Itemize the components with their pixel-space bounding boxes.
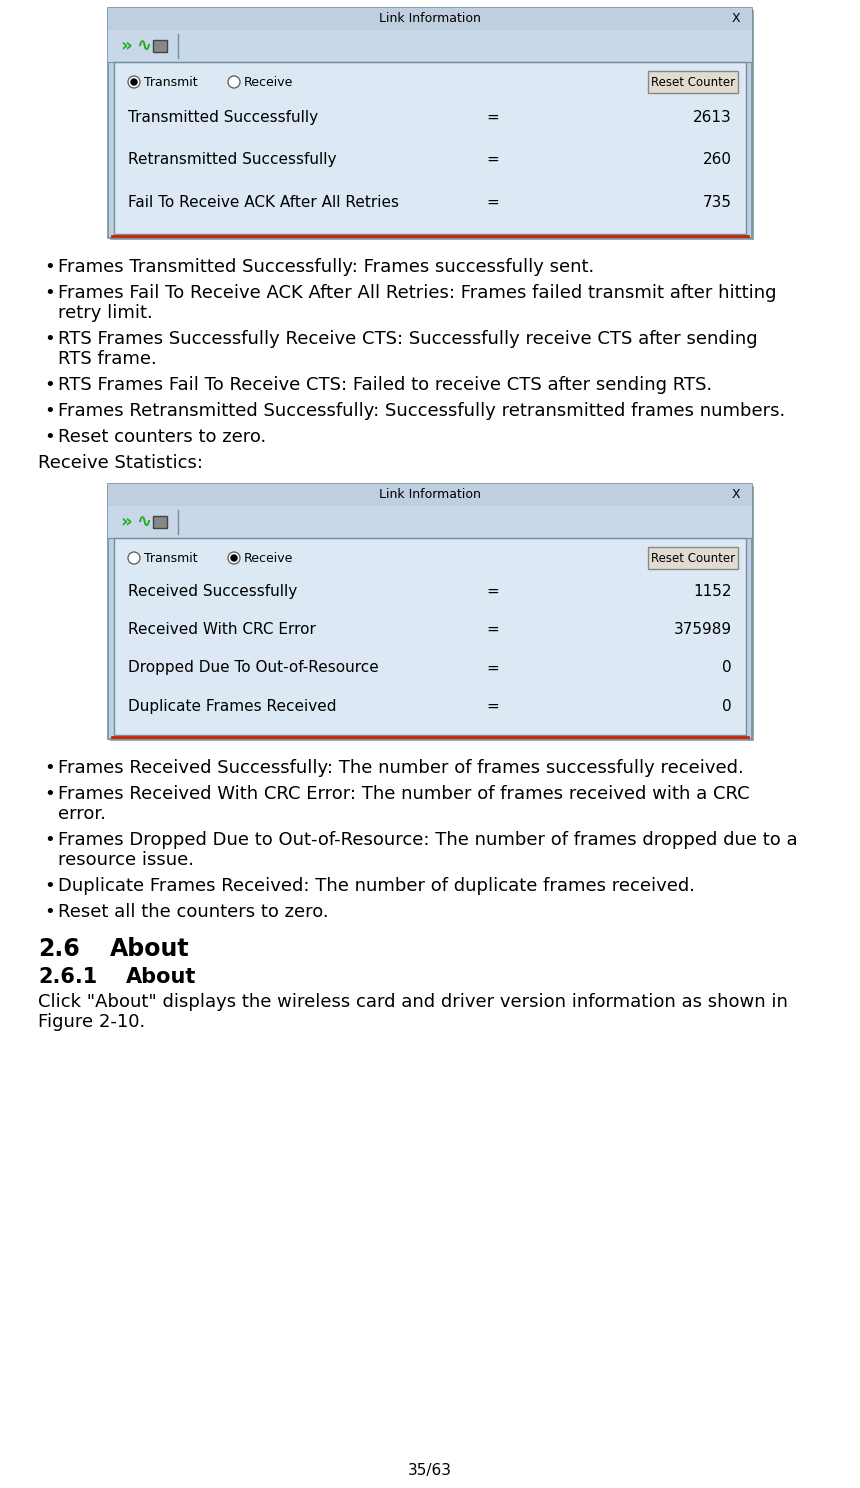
Circle shape bbox=[228, 76, 240, 88]
Text: About: About bbox=[126, 967, 196, 987]
Text: Transmit: Transmit bbox=[144, 76, 198, 88]
Text: Frames Dropped Due to Out-of-Resource: The number of frames dropped due to a: Frames Dropped Due to Out-of-Resource: T… bbox=[58, 830, 797, 850]
Text: •: • bbox=[44, 376, 55, 394]
Text: •: • bbox=[44, 330, 55, 348]
Text: X: X bbox=[732, 12, 740, 25]
Text: •: • bbox=[44, 402, 55, 420]
Text: 260: 260 bbox=[703, 152, 732, 167]
Text: Reset all the counters to zero.: Reset all the counters to zero. bbox=[58, 903, 329, 921]
Text: ∿: ∿ bbox=[137, 37, 151, 55]
Bar bbox=[648, 71, 738, 92]
Text: error.: error. bbox=[58, 805, 106, 823]
Text: Click "About" displays the wireless card and driver version information as shown: Click "About" displays the wireless card… bbox=[38, 992, 788, 1010]
Text: =: = bbox=[487, 195, 500, 210]
Text: 2.6.1: 2.6.1 bbox=[38, 967, 97, 987]
Text: RTS Frames Fail To Receive CTS: Failed to receive CTS after sending RTS.: RTS Frames Fail To Receive CTS: Failed t… bbox=[58, 376, 712, 394]
Text: Frames Transmitted Successfully: Frames successfully sent.: Frames Transmitted Successfully: Frames … bbox=[58, 257, 594, 275]
Bar bbox=[114, 539, 746, 735]
Text: Figure 2-10.: Figure 2-10. bbox=[38, 1013, 145, 1031]
Circle shape bbox=[128, 76, 140, 88]
Bar bbox=[153, 516, 167, 528]
Text: •: • bbox=[44, 786, 55, 804]
Text: Reset Counter: Reset Counter bbox=[651, 76, 735, 88]
Text: retry limit.: retry limit. bbox=[58, 304, 153, 321]
Text: Frames Received Successfully: The number of frames successfully received.: Frames Received Successfully: The number… bbox=[58, 759, 744, 777]
Text: •: • bbox=[44, 876, 55, 894]
Circle shape bbox=[231, 555, 237, 561]
Text: Reset Counter: Reset Counter bbox=[651, 552, 735, 564]
Text: Receive Statistics:: Receive Statistics: bbox=[38, 454, 203, 472]
Bar bbox=[108, 506, 752, 539]
Text: 0: 0 bbox=[722, 661, 732, 676]
Text: Received With CRC Error: Received With CRC Error bbox=[128, 622, 316, 637]
Text: resource issue.: resource issue. bbox=[58, 851, 194, 869]
Text: Duplicate Frames Received: Duplicate Frames Received bbox=[128, 698, 336, 714]
Text: 1152: 1152 bbox=[693, 583, 732, 598]
Text: About: About bbox=[110, 937, 189, 961]
Text: Frames Received With CRC Error: The number of frames received with a CRC: Frames Received With CRC Error: The numb… bbox=[58, 786, 750, 804]
Text: •: • bbox=[44, 257, 55, 275]
Text: RTS frame.: RTS frame. bbox=[58, 350, 157, 368]
Text: »: » bbox=[120, 37, 132, 55]
Text: 35/63: 35/63 bbox=[408, 1463, 452, 1478]
Text: Receive: Receive bbox=[244, 76, 293, 88]
Text: Transmit: Transmit bbox=[144, 552, 198, 564]
Text: Receive: Receive bbox=[244, 552, 293, 564]
Text: Retransmitted Successfully: Retransmitted Successfully bbox=[128, 152, 336, 167]
Text: ∿: ∿ bbox=[137, 513, 151, 531]
Bar bbox=[114, 62, 746, 234]
Text: Link Information: Link Information bbox=[379, 488, 481, 501]
Circle shape bbox=[228, 552, 240, 564]
Text: Link Information: Link Information bbox=[379, 12, 481, 25]
Bar bbox=[110, 10, 754, 240]
Bar bbox=[108, 30, 752, 62]
Bar bbox=[108, 484, 752, 740]
Bar bbox=[108, 7, 752, 238]
Text: 735: 735 bbox=[703, 195, 732, 210]
Text: Fail To Receive ACK After All Retries: Fail To Receive ACK After All Retries bbox=[128, 195, 399, 210]
Text: »: » bbox=[120, 513, 132, 531]
Text: X: X bbox=[732, 488, 740, 501]
Text: Dropped Due To Out-of-Resource: Dropped Due To Out-of-Resource bbox=[128, 661, 378, 676]
Bar bbox=[108, 7, 752, 30]
Text: 2.6: 2.6 bbox=[38, 937, 80, 961]
Text: =: = bbox=[487, 661, 500, 676]
Text: Reset counters to zero.: Reset counters to zero. bbox=[58, 429, 267, 446]
Text: Frames Retransmitted Successfully: Successfully retransmitted frames numbers.: Frames Retransmitted Successfully: Succe… bbox=[58, 402, 785, 420]
Text: 2613: 2613 bbox=[693, 110, 732, 125]
Text: =: = bbox=[487, 110, 500, 125]
Text: Transmitted Successfully: Transmitted Successfully bbox=[128, 110, 318, 125]
Text: •: • bbox=[44, 830, 55, 850]
Bar bbox=[648, 548, 738, 568]
Circle shape bbox=[128, 552, 140, 564]
Text: =: = bbox=[487, 583, 500, 598]
Text: =: = bbox=[487, 152, 500, 167]
Text: =: = bbox=[487, 622, 500, 637]
Text: =: = bbox=[487, 698, 500, 714]
Text: •: • bbox=[44, 759, 55, 777]
Text: Duplicate Frames Received: The number of duplicate frames received.: Duplicate Frames Received: The number of… bbox=[58, 876, 695, 894]
Bar bbox=[153, 40, 167, 52]
Text: Frames Fail To Receive ACK After All Retries: Frames failed transmit after hitti: Frames Fail To Receive ACK After All Ret… bbox=[58, 284, 777, 302]
Circle shape bbox=[131, 79, 137, 85]
Text: •: • bbox=[44, 429, 55, 446]
Bar bbox=[108, 484, 752, 506]
Text: •: • bbox=[44, 284, 55, 302]
Text: 375989: 375989 bbox=[674, 622, 732, 637]
Text: RTS Frames Successfully Receive CTS: Successfully receive CTS after sending: RTS Frames Successfully Receive CTS: Suc… bbox=[58, 330, 758, 348]
Text: Received Successfully: Received Successfully bbox=[128, 583, 298, 598]
Text: •: • bbox=[44, 903, 55, 921]
Bar bbox=[110, 487, 754, 741]
Text: 0: 0 bbox=[722, 698, 732, 714]
